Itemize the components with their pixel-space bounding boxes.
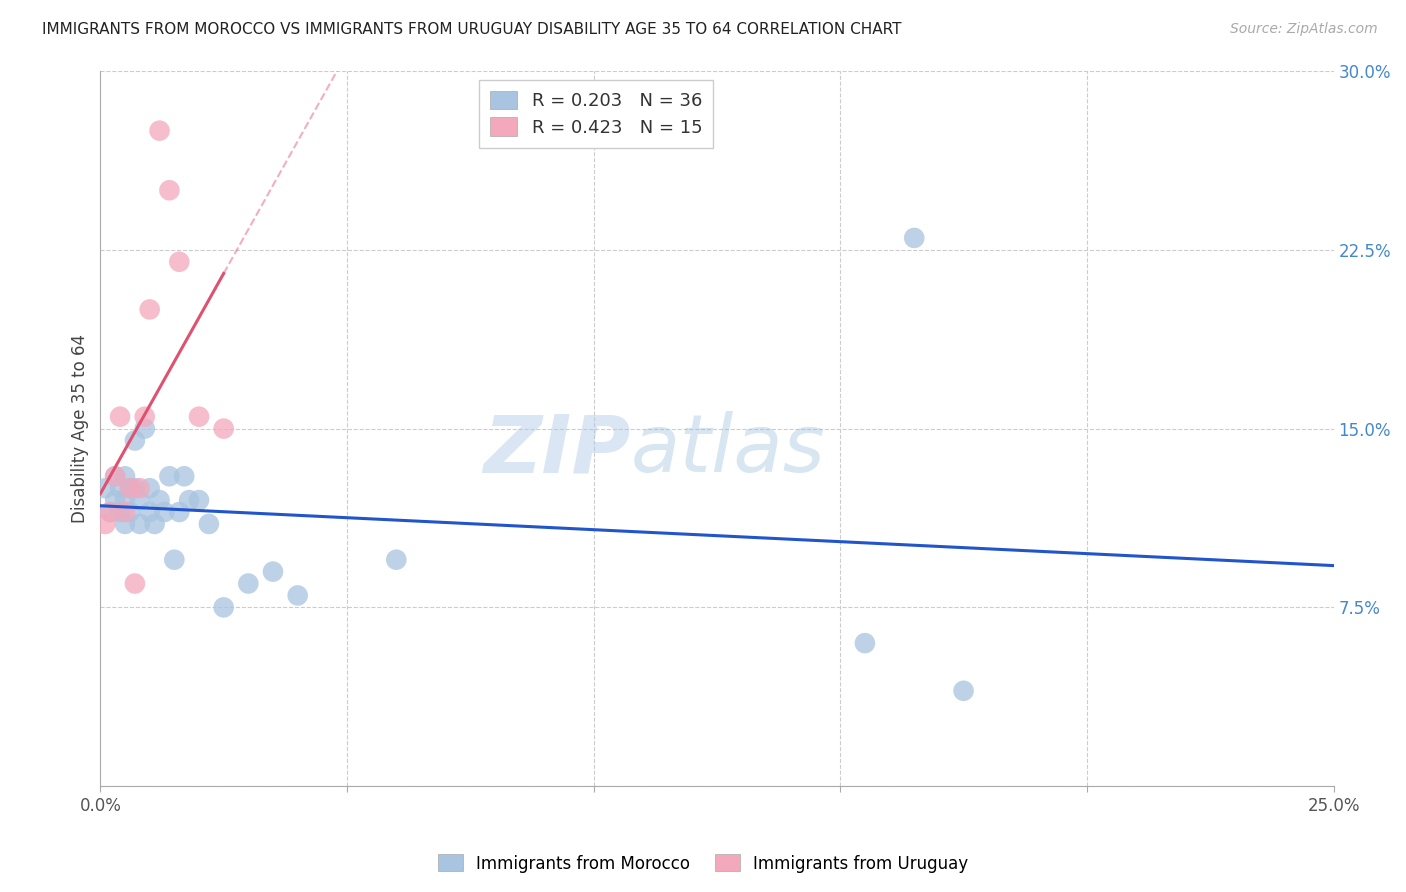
Point	[108, 505, 131, 519]
Point	[157, 469, 180, 483]
Point	[98, 505, 121, 519]
Point	[104, 469, 127, 483]
Point	[94, 516, 117, 531]
Point	[94, 481, 117, 495]
Point	[128, 493, 150, 508]
Point	[128, 516, 150, 531]
Point	[169, 505, 191, 519]
Point	[124, 576, 146, 591]
Point	[138, 302, 160, 317]
Point	[114, 505, 136, 519]
Point	[163, 552, 186, 566]
Point	[212, 600, 235, 615]
Text: atlas: atlas	[631, 411, 825, 489]
Legend: R = 0.203   N = 36, R = 0.423   N = 15: R = 0.203 N = 36, R = 0.423 N = 15	[479, 80, 713, 148]
Point	[148, 123, 170, 137]
Point	[173, 469, 195, 483]
Point	[212, 421, 235, 435]
Point	[114, 493, 136, 508]
Point	[385, 552, 408, 566]
Point	[188, 493, 211, 508]
Point	[134, 409, 156, 424]
Point	[287, 589, 309, 603]
Point	[188, 409, 211, 424]
Text: Source: ZipAtlas.com: Source: ZipAtlas.com	[1230, 22, 1378, 37]
Point	[153, 505, 176, 519]
Point	[903, 231, 925, 245]
Point	[157, 183, 180, 197]
Point	[238, 576, 260, 591]
Point	[108, 409, 131, 424]
Point	[262, 565, 284, 579]
Point	[143, 516, 166, 531]
Text: ZIP: ZIP	[484, 411, 631, 489]
Point	[148, 493, 170, 508]
Point	[179, 493, 201, 508]
Text: IMMIGRANTS FROM MOROCCO VS IMMIGRANTS FROM URUGUAY DISABILITY AGE 35 TO 64 CORRE: IMMIGRANTS FROM MOROCCO VS IMMIGRANTS FR…	[42, 22, 901, 37]
Y-axis label: Disability Age 35 to 64: Disability Age 35 to 64	[72, 334, 89, 523]
Point	[104, 469, 127, 483]
Legend: Immigrants from Morocco, Immigrants from Uruguay: Immigrants from Morocco, Immigrants from…	[430, 847, 976, 880]
Point	[124, 434, 146, 448]
Point	[134, 421, 156, 435]
Point	[118, 481, 141, 495]
Point	[118, 505, 141, 519]
Point	[853, 636, 876, 650]
Point	[114, 516, 136, 531]
Point	[169, 254, 191, 268]
Point	[108, 481, 131, 495]
Point	[118, 481, 141, 495]
Point	[114, 469, 136, 483]
Point	[124, 481, 146, 495]
Point	[104, 493, 127, 508]
Point	[198, 516, 221, 531]
Point	[98, 505, 121, 519]
Point	[138, 505, 160, 519]
Point	[138, 481, 160, 495]
Point	[128, 481, 150, 495]
Point	[952, 683, 974, 698]
